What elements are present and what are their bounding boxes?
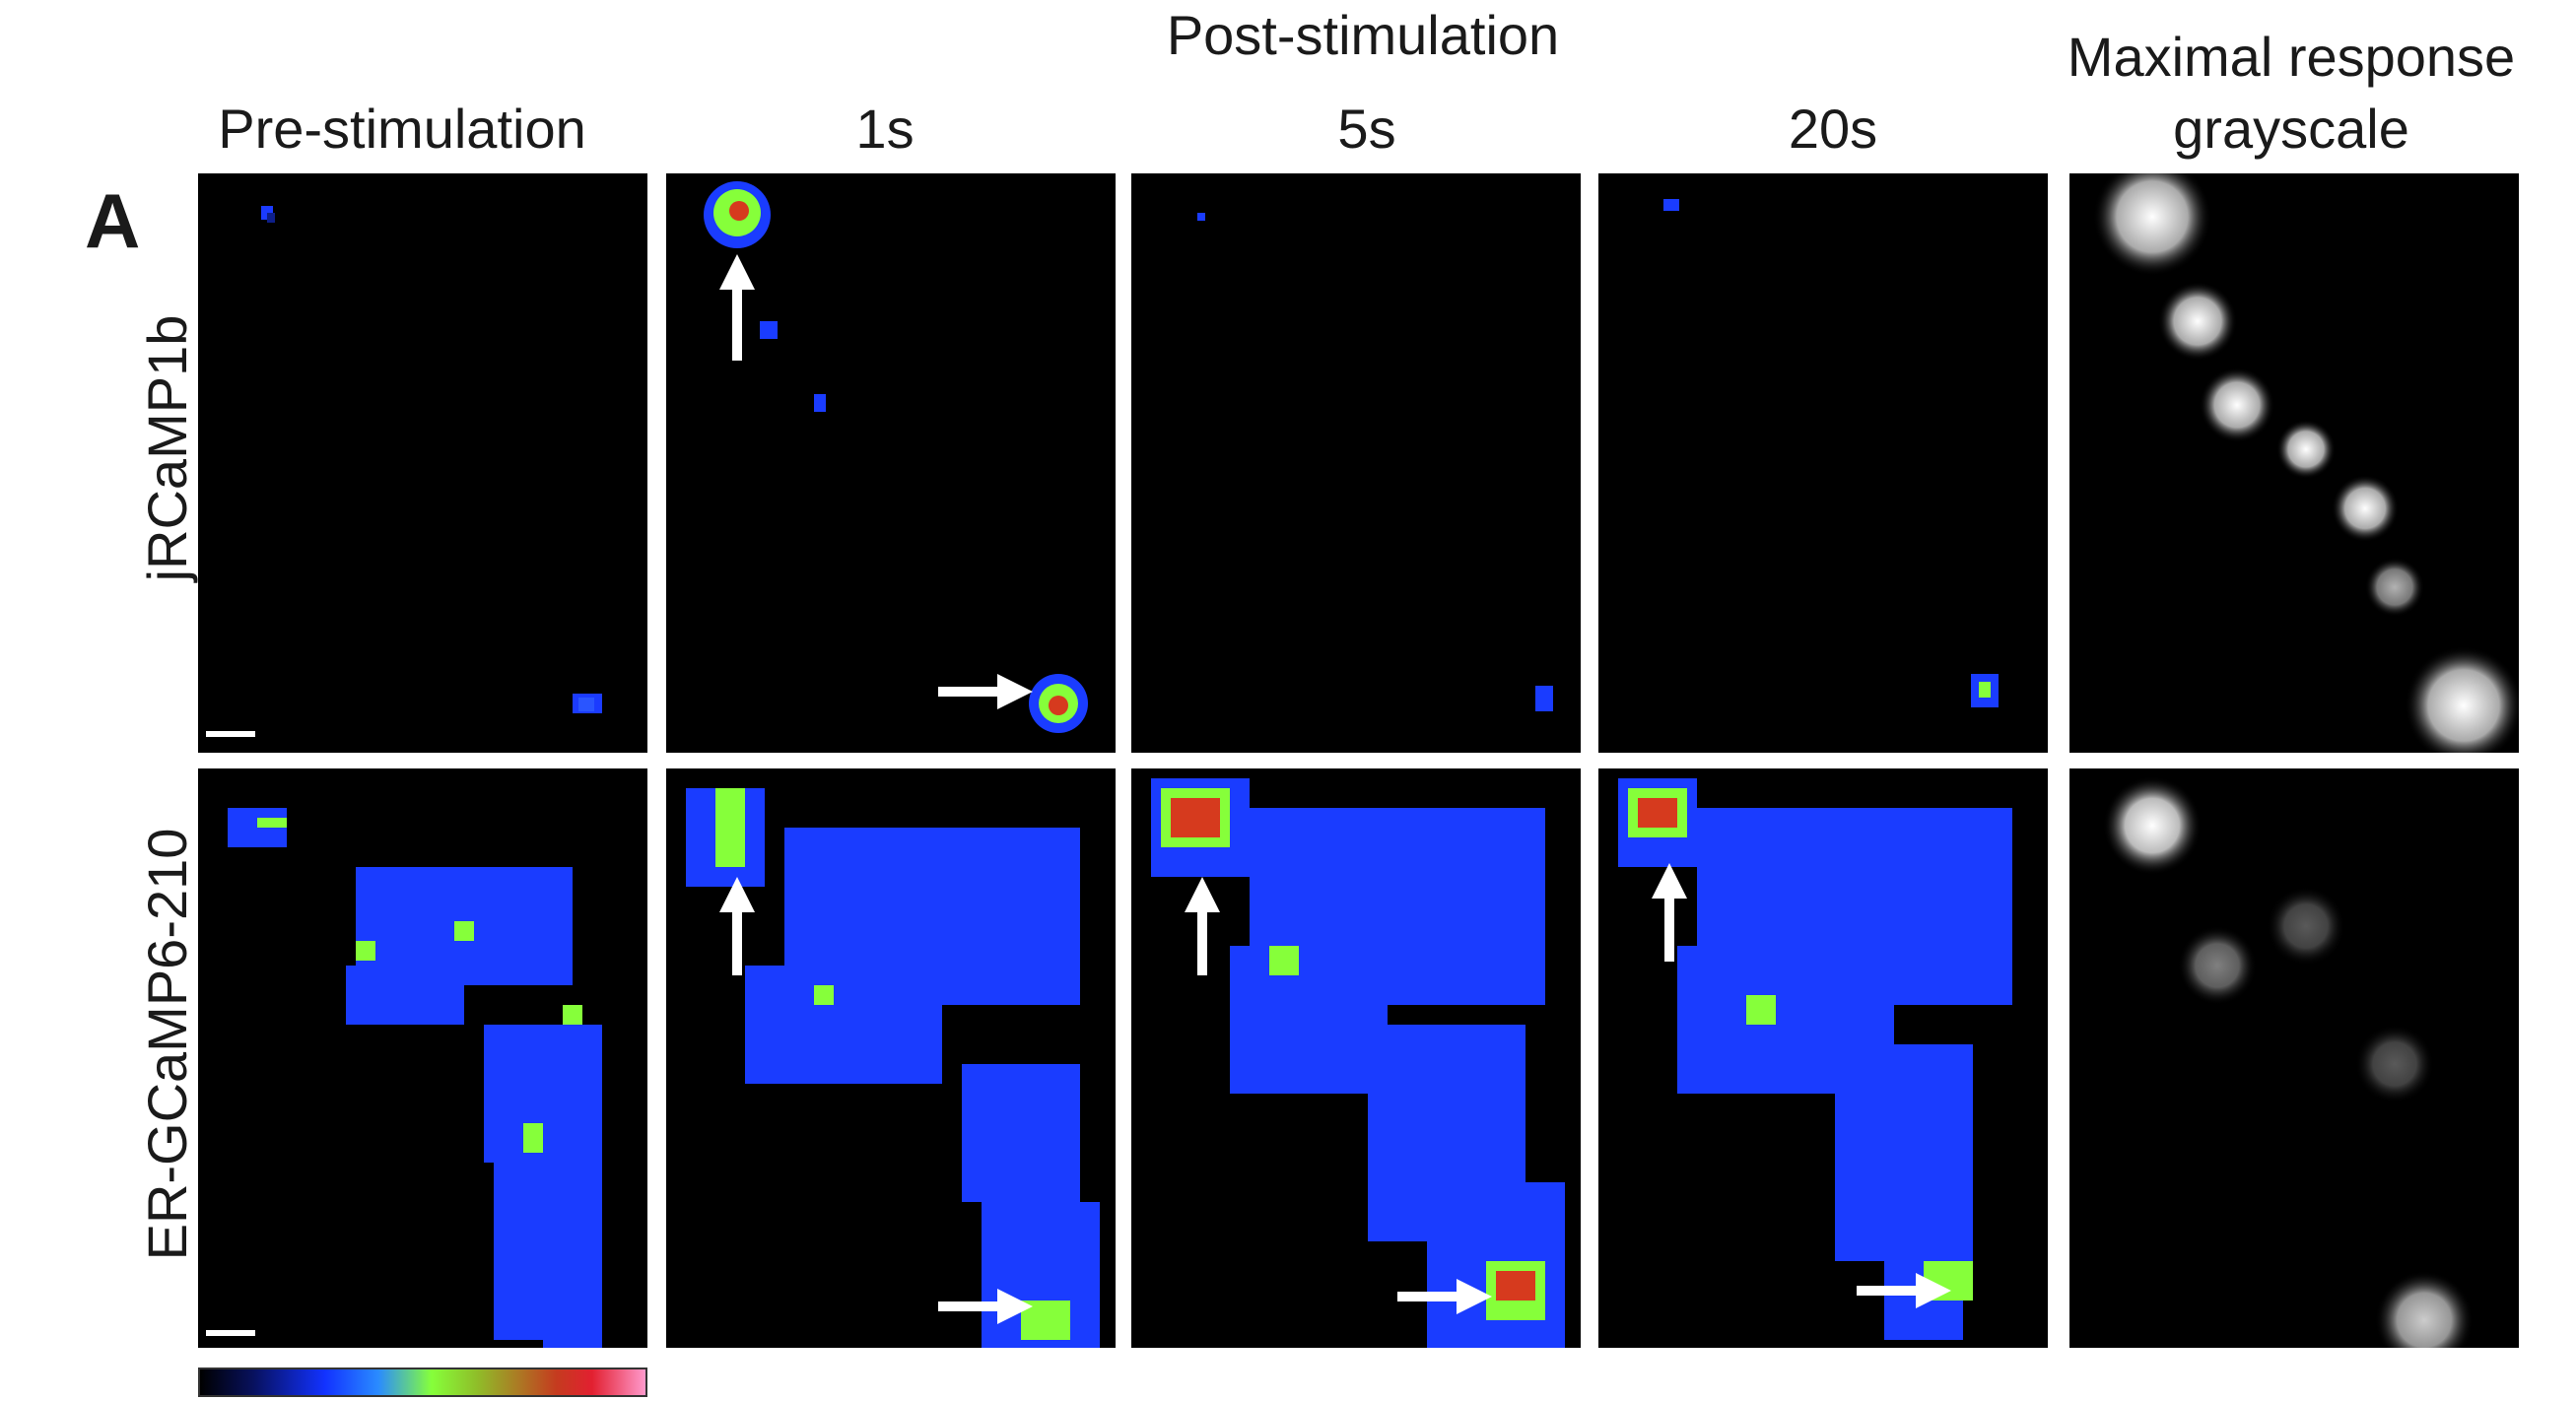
column-header-grayscale: grayscale — [2173, 98, 2409, 160]
colorbar — [198, 1368, 647, 1397]
image-jrcamp1b-max-grayscale — [2069, 173, 2519, 753]
arrow-icon — [1652, 863, 1687, 962]
column-header-pre-stimulation: Pre-stimulation — [218, 98, 586, 160]
column-header-5s: 5s — [1337, 98, 1396, 160]
panel-letter: A — [85, 177, 141, 264]
image-er-gcamp6-5s — [1131, 768, 1581, 1348]
arrow-icon — [1185, 877, 1220, 975]
image-er-gcamp6-1s — [666, 768, 1116, 1348]
row-label-er-gcamp6-210: ER-GCaMP6-210 — [136, 828, 198, 1261]
image-er-gcamp6-pre — [198, 768, 647, 1348]
image-jrcamp1b-pre — [198, 173, 647, 753]
column-header-20s: 20s — [1788, 98, 1878, 160]
arrow-icon — [938, 674, 1033, 709]
image-er-gcamp6-20s — [1598, 768, 2048, 1348]
column-header-1s: 1s — [855, 98, 915, 160]
scale-bar — [206, 731, 255, 737]
image-er-gcamp6-max-grayscale — [2069, 768, 2519, 1348]
image-jrcamp1b-1s — [666, 173, 1116, 753]
arrow-icon — [1857, 1273, 1951, 1308]
image-jrcamp1b-20s — [1598, 173, 2048, 753]
arrow-icon — [938, 1289, 1033, 1324]
arrow-icon — [719, 254, 755, 361]
image-jrcamp1b-5s — [1131, 173, 1581, 753]
arrow-icon — [719, 877, 755, 975]
post-stimulation-header: Post-stimulation — [1166, 4, 1560, 66]
column-header-maximal-response: Maximal response — [2067, 26, 2516, 88]
arrow-icon — [1397, 1279, 1492, 1314]
scale-bar — [206, 1330, 255, 1336]
row-label-jrcamp1b: jRCaMP1b — [136, 314, 198, 582]
